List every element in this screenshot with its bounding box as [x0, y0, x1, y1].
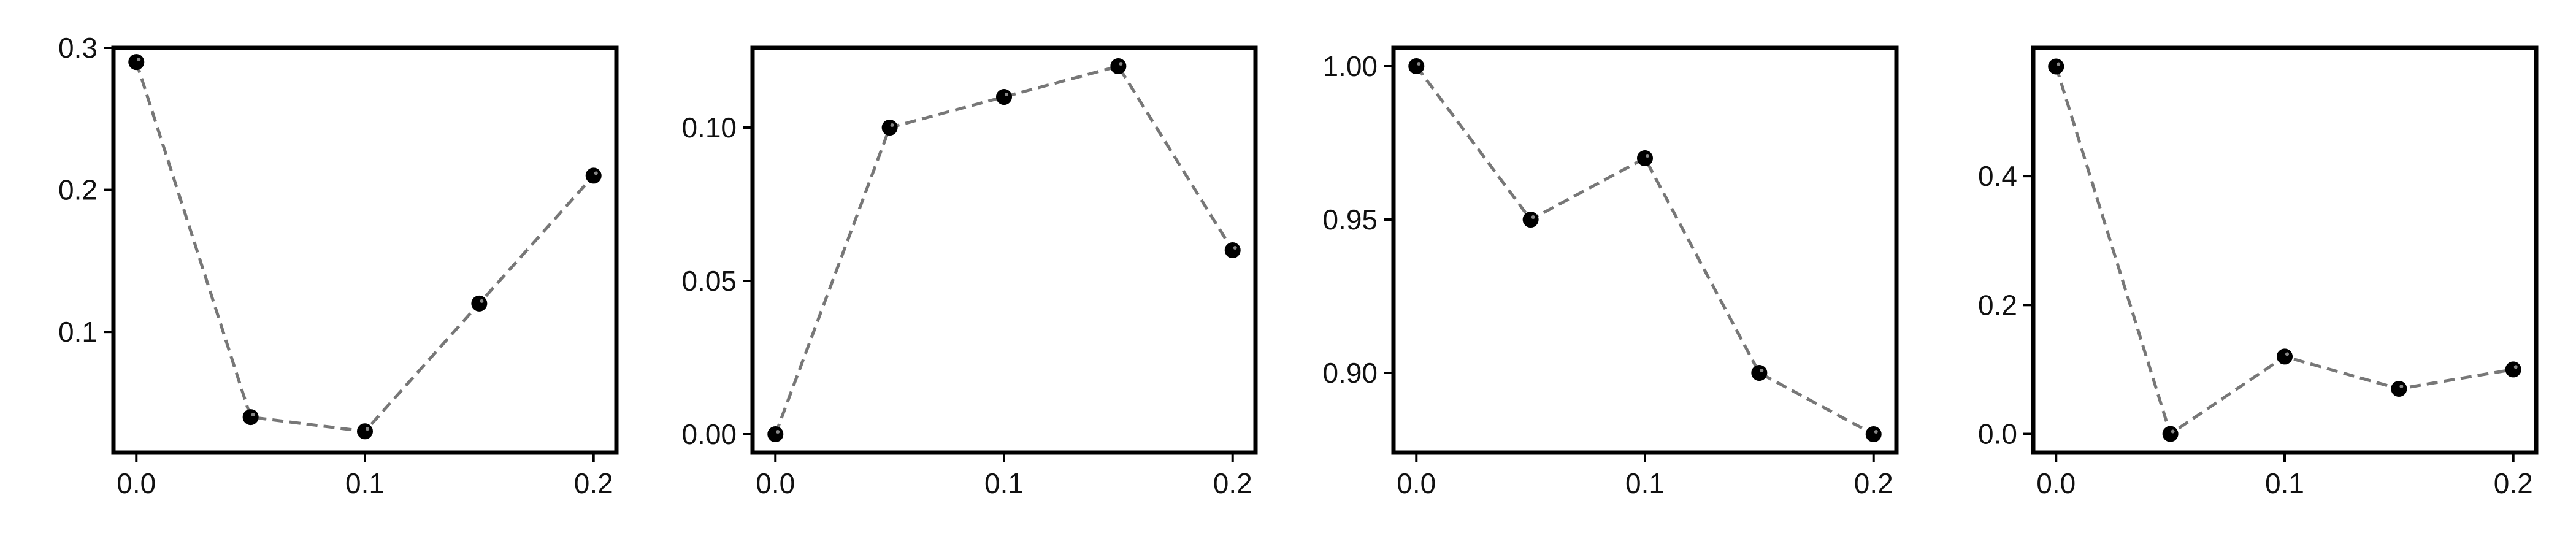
series-line: [2054, 66, 2514, 437]
data-point-highlight: [1760, 369, 1764, 372]
data-point-highlight: [366, 427, 369, 431]
x-tick-label: 0.1: [345, 467, 385, 499]
x-tick-label: 0.1: [2265, 467, 2304, 499]
data-point-highlight: [2171, 429, 2175, 434]
data-point-highlight: [890, 123, 894, 127]
x-tick-label: 0.0: [756, 467, 795, 499]
y-tick-label: 0.10: [681, 112, 737, 144]
subplot-1: 0.1 0.2 0.3 0.0 0.1 0.2: [58, 32, 619, 499]
data-point-highlight: [2057, 62, 2061, 66]
data-point-highlight: [776, 430, 780, 434]
x-tick-label: 0.0: [2036, 467, 2076, 499]
y-tick-label: 0.2: [58, 174, 98, 206]
y-tick-label: 0.05: [681, 265, 737, 297]
plot-frame: [2031, 45, 2539, 455]
data-point-highlight: [1005, 93, 1008, 96]
data-point-highlight: [480, 299, 484, 303]
data-point-highlight: [1417, 62, 1421, 66]
data-point: [1865, 426, 1882, 442]
data-point: [2505, 361, 2521, 378]
subplot-4: 0.0 0.2 0.4 0.0 0.1 0.2: [1978, 45, 2539, 499]
data-point-highlight: [1531, 215, 1535, 219]
series-line: [773, 64, 1234, 435]
y-tick-label: 0.95: [1322, 204, 1378, 236]
y-tick-label: 0.2: [1978, 289, 2017, 321]
data-point: [1751, 365, 1768, 381]
y-tick-label: 0.3: [58, 32, 98, 64]
data-point: [471, 295, 488, 312]
y-tick-label: 0.00: [681, 418, 737, 450]
series-line: [134, 61, 595, 433]
data-point: [1522, 212, 1539, 228]
x-tick-label: 0.1: [1625, 467, 1665, 499]
x-tick-label: 0.1: [984, 467, 1024, 499]
plot-frame: [1391, 45, 1899, 455]
y-tick-label: 0.0: [1978, 418, 2017, 450]
plot-frame: [750, 45, 1258, 455]
data-point-highlight: [2513, 365, 2518, 369]
subplot-2: 0.00 0.05 0.10 0.0 0.1 0.2: [681, 45, 1258, 499]
data-point-highlight: [1119, 62, 1123, 66]
data-point: [242, 409, 259, 426]
data-point: [2048, 58, 2064, 75]
data-point-highlight: [251, 413, 255, 417]
data-point: [1637, 150, 1653, 166]
x-tick-label: 0.0: [117, 467, 156, 499]
subplot-3: 0.90 0.95 1.00 0.0 0.1 0.2: [1322, 45, 1899, 499]
x-tick-label: 0.2: [574, 467, 613, 499]
data-point: [357, 423, 373, 440]
data-point: [128, 54, 145, 71]
y-tick-label: 0.90: [1322, 357, 1378, 389]
data-point-highlight: [2285, 352, 2289, 356]
data-point-highlight: [1233, 246, 1237, 250]
y-tick-label: 0.4: [1978, 160, 2017, 192]
data-point-highlight: [594, 171, 598, 175]
data-point: [2391, 380, 2407, 397]
y-tick-label: 1.00: [1322, 50, 1378, 82]
x-tick-label: 0.0: [1397, 467, 1436, 499]
data-point-highlight: [1646, 154, 1649, 158]
data-point: [767, 426, 784, 442]
x-tick-label: 0.2: [2494, 467, 2533, 499]
x-tick-label: 0.2: [1213, 467, 1252, 499]
data-point: [1224, 242, 1241, 258]
data-point: [585, 167, 602, 184]
plot-frame: [111, 45, 619, 455]
y-tick-label: 0.1: [58, 316, 98, 348]
data-point: [2162, 426, 2179, 442]
data-point: [2277, 348, 2293, 365]
data-point: [1408, 58, 1425, 74]
data-point: [881, 120, 898, 136]
data-point-highlight: [1874, 430, 1878, 434]
data-point-highlight: [2399, 384, 2404, 388]
data-point: [996, 89, 1012, 105]
data-point-highlight: [137, 58, 141, 62]
data-point: [1110, 58, 1127, 74]
x-tick-label: 0.2: [1854, 467, 1893, 499]
series-line: [1415, 65, 1874, 436]
